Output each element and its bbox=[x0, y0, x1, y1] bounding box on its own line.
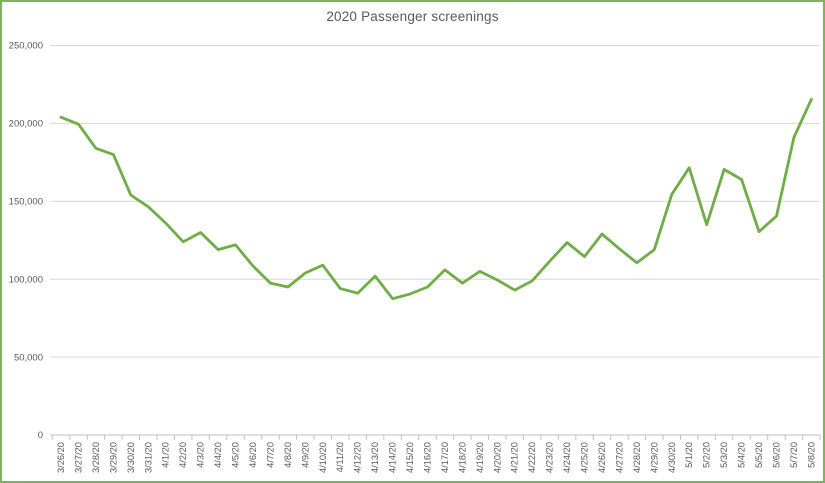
y-axis-label: 200,000 bbox=[9, 119, 43, 130]
x-axis-label: 4/27/20 bbox=[614, 442, 624, 473]
x-axis-label: 4/28/20 bbox=[632, 442, 642, 473]
chart-title: 2020 Passenger screenings bbox=[326, 9, 499, 24]
x-axis-label: 3/26/20 bbox=[56, 442, 66, 473]
x-axis-label: 4/13/20 bbox=[370, 442, 380, 473]
x-axis-label: 5/4/20 bbox=[737, 442, 747, 468]
x-axis-label: 4/15/20 bbox=[405, 442, 415, 473]
x-axis-label: 4/7/20 bbox=[265, 442, 275, 468]
x-axis-label: 5/8/20 bbox=[806, 442, 816, 468]
x-axis-label: 3/31/20 bbox=[143, 442, 153, 473]
x-axis-label: 4/25/20 bbox=[580, 442, 590, 473]
x-axis-label: 3/28/20 bbox=[91, 442, 101, 473]
x-axis-label: 5/7/20 bbox=[789, 442, 799, 468]
x-axis-label: 4/17/20 bbox=[440, 442, 450, 473]
x-axis-label: 4/23/20 bbox=[545, 442, 555, 473]
x-axis-label: 3/29/20 bbox=[108, 442, 118, 473]
x-axis-label: 4/8/20 bbox=[283, 442, 293, 468]
x-axis-label: 4/11/20 bbox=[335, 442, 345, 472]
x-axis-label: 4/24/20 bbox=[562, 442, 572, 473]
x-axis-label: 4/1/20 bbox=[161, 442, 171, 468]
x-axis-label: 5/2/20 bbox=[702, 442, 712, 468]
x-axis-label: 5/1/20 bbox=[684, 442, 694, 468]
x-axis-label: 4/12/20 bbox=[353, 442, 363, 473]
x-axis-label: 5/5/20 bbox=[754, 442, 764, 468]
x-axis-label: 4/21/20 bbox=[510, 442, 520, 473]
x-axis-label: 4/4/20 bbox=[213, 442, 223, 468]
x-axis-label: 4/26/20 bbox=[597, 442, 607, 473]
x-axis-label: 4/6/20 bbox=[248, 442, 258, 468]
x-axis-label: 4/9/20 bbox=[300, 442, 310, 468]
x-axis-label: 4/3/20 bbox=[196, 442, 206, 468]
y-axis-label: 150,000 bbox=[9, 197, 43, 208]
x-axis-label: 3/27/20 bbox=[73, 442, 83, 473]
y-axis-label: 100,000 bbox=[9, 274, 43, 285]
x-axis-label: 4/18/20 bbox=[457, 442, 467, 473]
x-axis-label: 4/22/20 bbox=[527, 442, 537, 473]
y-axis-label: 250,000 bbox=[9, 41, 43, 52]
x-axis-label: 5/3/20 bbox=[719, 442, 729, 468]
x-axis-label: 4/19/20 bbox=[475, 442, 485, 473]
x-axis-label: 4/14/20 bbox=[388, 442, 398, 473]
x-axis-label: 4/29/20 bbox=[649, 442, 659, 473]
x-axis-label: 4/10/20 bbox=[318, 442, 328, 473]
x-axis-label: 4/2/20 bbox=[178, 442, 188, 468]
chart-line-series bbox=[59, 97, 813, 301]
y-axis-label: 50,000 bbox=[14, 352, 43, 363]
x-axis-label: 4/5/20 bbox=[231, 442, 241, 468]
x-axis-label: 5/6/20 bbox=[771, 442, 781, 468]
x-axis-label: 4/16/20 bbox=[422, 442, 432, 473]
x-axis-label: 3/30/20 bbox=[126, 442, 136, 473]
x-axis-label: 4/30/20 bbox=[667, 442, 677, 473]
x-axis-label: 4/20/20 bbox=[492, 442, 502, 473]
y-axis-label: 0 bbox=[38, 430, 43, 441]
